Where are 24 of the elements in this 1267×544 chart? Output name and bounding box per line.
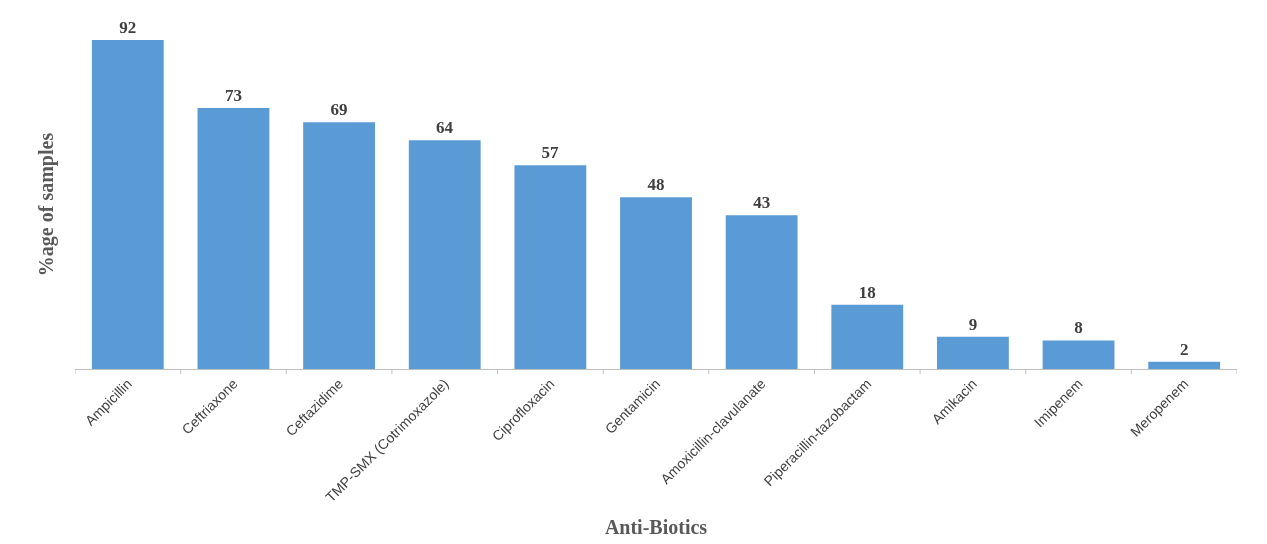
data-label: 73 (224, 85, 242, 105)
bar (514, 165, 587, 369)
data-label: 9 (968, 314, 978, 334)
data-label: 48 (647, 175, 665, 195)
bar (91, 40, 164, 369)
x-axis-title: Anti-Biotics (604, 515, 708, 538)
data-label: 18 (858, 282, 876, 302)
bar (620, 197, 692, 369)
bar (936, 336, 1009, 369)
data-label: 69 (330, 100, 348, 120)
bar (725, 215, 798, 369)
data-label: 64 (435, 118, 454, 138)
bar (303, 122, 376, 369)
data-label: 92 (119, 18, 137, 37)
data-label: 8 (1074, 318, 1083, 338)
bar (831, 304, 904, 369)
bar (197, 107, 270, 369)
data-label: 57 (541, 143, 560, 163)
data-label: 43 (753, 193, 771, 213)
bar (408, 140, 481, 369)
bar (1148, 361, 1221, 369)
data-label: 2 (1179, 339, 1189, 359)
bar (1042, 340, 1115, 369)
y-axis-title: %age of samples (34, 132, 58, 277)
